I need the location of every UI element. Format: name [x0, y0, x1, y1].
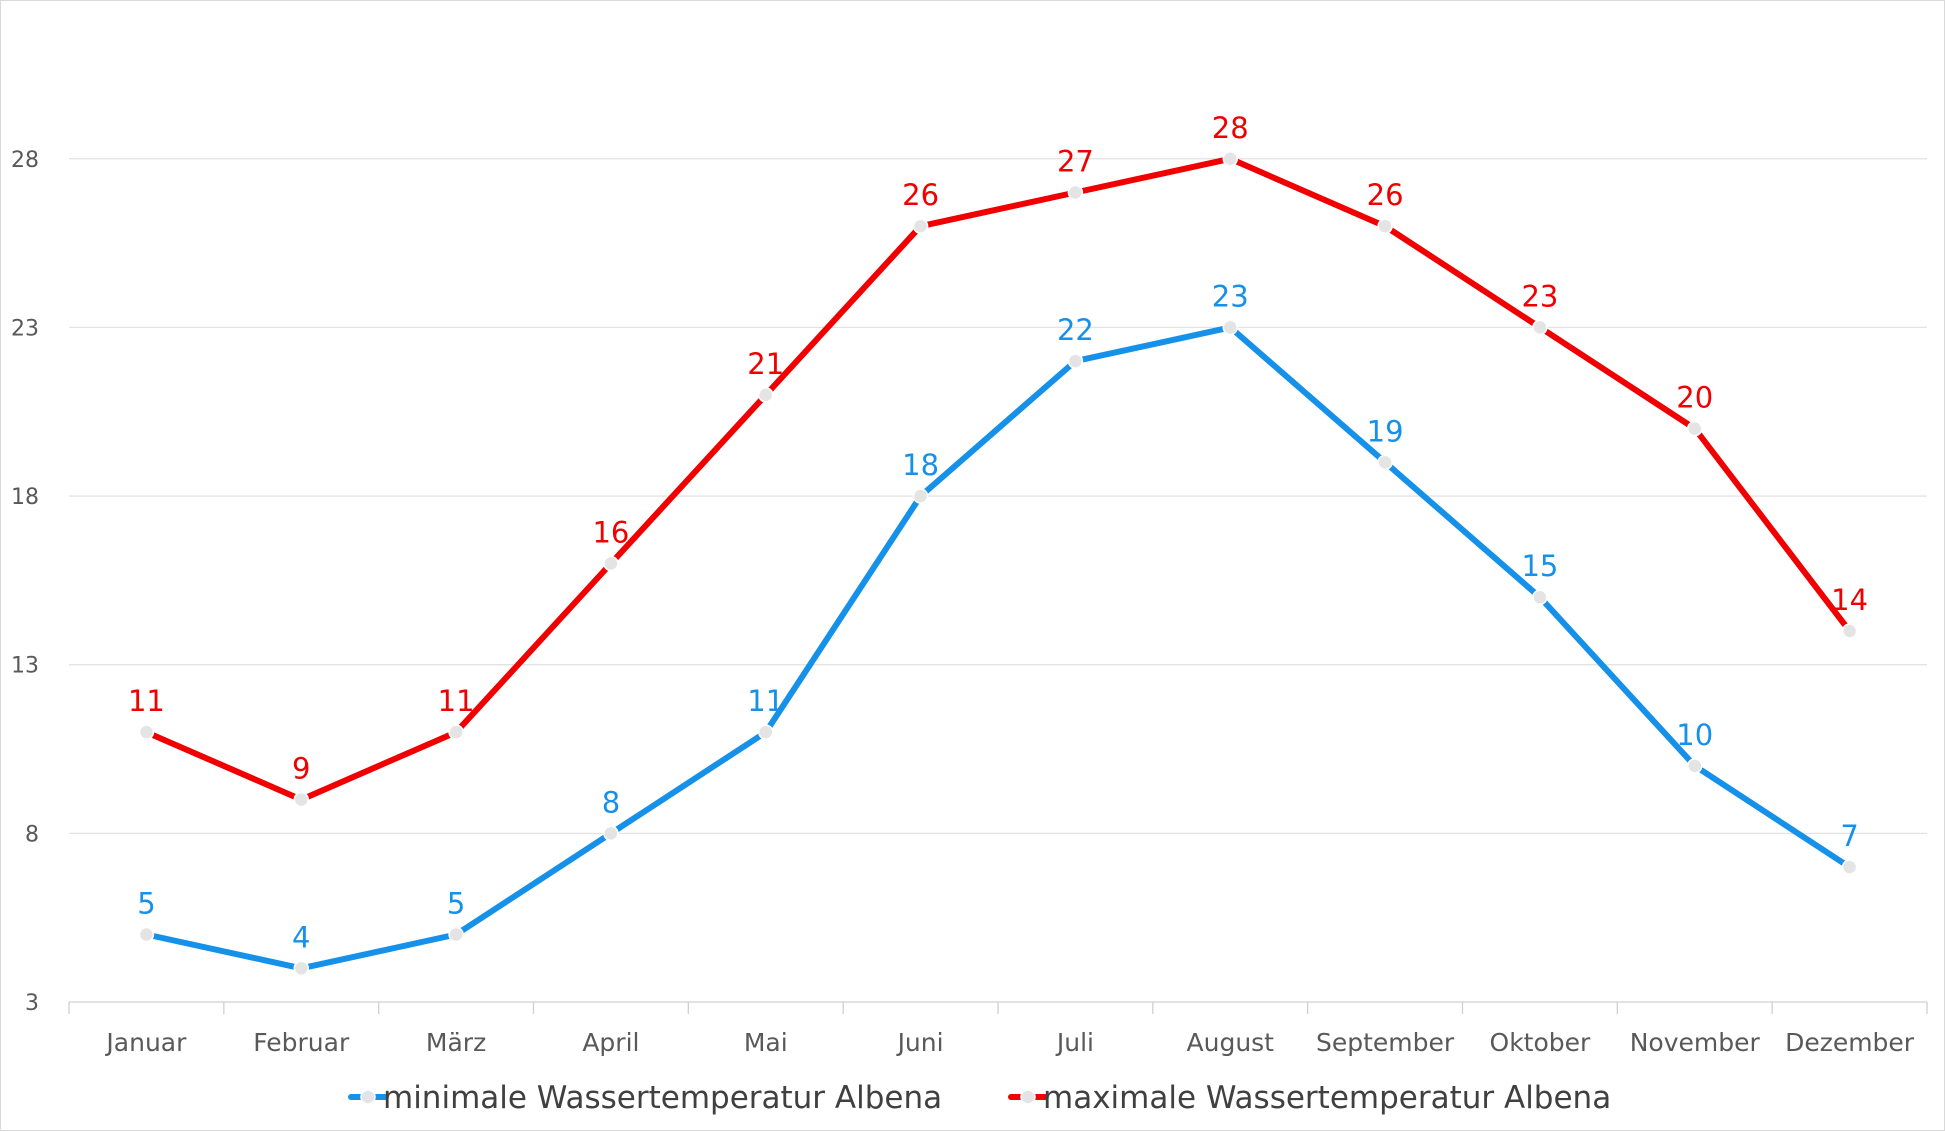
data-point [603, 825, 619, 842]
x-tick-label: Mai [744, 1028, 788, 1057]
data-label: 16 [592, 516, 629, 550]
y-tick-label: 18 [11, 485, 39, 510]
legend-label: minimale Wassertemperatur Albena [383, 1080, 942, 1116]
data-point [1687, 420, 1703, 437]
data-point [1532, 589, 1548, 605]
y-tick-label: 28 [11, 148, 39, 173]
data-label: 21 [747, 347, 784, 381]
data-label: 4 [292, 920, 310, 954]
y-axis-tick-labels: 3 8 13 18 23 28 [11, 148, 39, 1016]
legend: minimale Wassertemperatur Albena maximale… [348, 1080, 1611, 1116]
data-point [912, 218, 929, 234]
x-axis [68, 1001, 1928, 1014]
data-point [758, 724, 774, 740]
data-point [1841, 859, 1858, 875]
data-label: 7 [1840, 819, 1858, 853]
x-tick-label: August [1187, 1028, 1275, 1057]
data-label: 15 [1521, 549, 1558, 583]
data-point [138, 724, 155, 740]
data-label: 27 [1057, 144, 1094, 178]
data-label: 5 [447, 887, 465, 921]
data-point [1067, 184, 1084, 201]
data-point [758, 387, 774, 403]
data-label: 10 [1676, 718, 1713, 752]
data-point [1841, 623, 1858, 639]
data-point [1687, 758, 1703, 774]
data-label: 14 [1831, 583, 1868, 617]
data-point [603, 555, 619, 572]
y-tick-label: 23 [11, 316, 39, 341]
x-tick-label: Oktober [1490, 1028, 1592, 1057]
data-label: 20 [1676, 381, 1713, 415]
data-label: 9 [292, 752, 310, 786]
x-tick-label: März [426, 1028, 486, 1057]
data-label: 8 [602, 785, 620, 819]
data-label: 22 [1057, 313, 1094, 347]
legend-marker [360, 1089, 376, 1105]
x-tick-label: Juli [1055, 1028, 1094, 1057]
series-lines [143, 155, 1853, 972]
data-label: 5 [137, 887, 155, 921]
y-tick-label: 13 [11, 654, 39, 679]
x-tick-label: September [1316, 1028, 1455, 1057]
x-tick-label: Juni [896, 1028, 944, 1057]
series-markers [138, 151, 1858, 977]
data-point [293, 960, 309, 977]
data-point [1377, 454, 1393, 471]
data-label: 19 [1367, 414, 1404, 448]
data-label: 11 [438, 684, 475, 718]
data-label: 11 [747, 684, 784, 718]
data-point [1532, 319, 1548, 336]
x-tick-label: Dezember [1785, 1028, 1915, 1057]
data-label: 26 [902, 178, 939, 212]
data-point [138, 926, 155, 943]
data-point [1222, 151, 1238, 167]
data-labels: 5 4 5 8 11 18 22 23 19 15 10 7 11 9 11 16 21 26 27 28 26 23 20… [128, 111, 1868, 955]
data-label: 26 [1367, 178, 1404, 212]
x-tick-label: November [1630, 1028, 1761, 1057]
data-point [293, 791, 309, 808]
x-tick-label: Februar [253, 1028, 350, 1057]
y-tick-label: 3 [25, 991, 39, 1016]
legend-marker [1020, 1089, 1036, 1105]
x-axis-tick-labels: Januar Februar März April Mai Juni Juli August S… [104, 1028, 1914, 1057]
gridlines [69, 158, 1927, 834]
x-tick-label: April [582, 1028, 639, 1057]
data-point [1067, 353, 1084, 369]
data-label: 11 [128, 684, 165, 718]
legend-label: maximale Wassertemperatur Albena [1043, 1080, 1611, 1116]
data-label: 23 [1521, 279, 1558, 313]
data-point [912, 488, 929, 504]
data-point [1377, 218, 1393, 234]
x-tick-label: Januar [104, 1028, 187, 1057]
series-line-max [143, 155, 1853, 803]
data-label: 23 [1212, 279, 1249, 313]
data-point [1222, 319, 1238, 336]
data-label: 28 [1212, 111, 1249, 145]
data-point [448, 724, 464, 740]
y-tick-label: 8 [25, 822, 39, 847]
data-label: 18 [902, 448, 939, 482]
data-point [448, 926, 464, 943]
series-line-min [143, 324, 1853, 972]
